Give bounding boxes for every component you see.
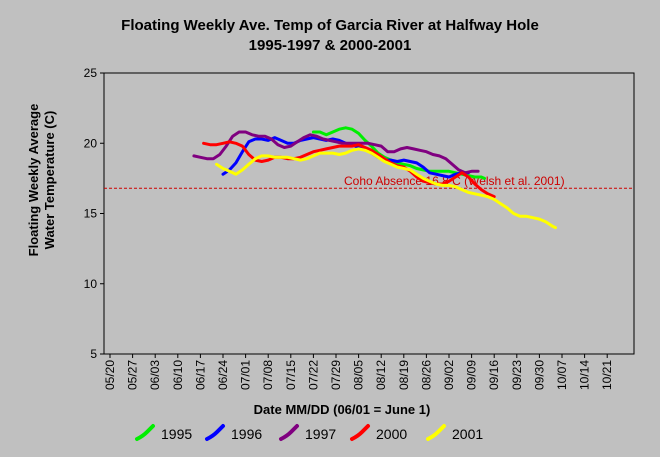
series-line-2001 (215, 147, 557, 230)
x-tick-label: 07/15 (284, 360, 298, 390)
legend-label-2000: 2000 (376, 426, 407, 442)
y-axis-label-line2: Water Temperature (C) (42, 111, 57, 250)
x-tick-label: 05/27 (126, 360, 140, 390)
x-axis: 05/20 05/27 06/03 06/10 06/17 06/24 07/01 07/08… (103, 354, 614, 390)
x-tick-label: 06/24 (216, 360, 230, 390)
legend-swatch-1996 (205, 424, 225, 441)
legend-label-1997: 1997 (305, 426, 336, 442)
x-tick-label: 07/29 (329, 360, 343, 390)
legend-label-1996: 1996 (231, 426, 262, 442)
legend-swatch-2001 (426, 424, 446, 441)
chart-title: Floating Weekly Ave. Temp of Garcia Rive… (121, 17, 539, 34)
plot-area (103, 72, 635, 355)
x-tick-label: 07/08 (261, 360, 275, 390)
x-tick-label: 09/23 (510, 360, 524, 390)
y-tick-label: 10 (84, 277, 98, 291)
reference-line-label: Coho Absence 16.8 C (Welsh et al. 2001) (344, 174, 565, 188)
x-tick-label: 10/14 (578, 360, 592, 390)
x-tick-label: 09/02 (442, 360, 456, 390)
x-axis-label: Date MM/DD (06/01 = June 1) (254, 402, 431, 417)
x-tick-label: 08/05 (352, 360, 366, 390)
x-tick-label: 10/07 (555, 360, 569, 390)
x-tick-label: 09/16 (487, 360, 501, 390)
y-tick-label: 5 (90, 347, 97, 361)
legend-swatch-1997 (279, 424, 299, 441)
x-tick-label: 05/20 (103, 360, 117, 390)
x-tick-label: 07/01 (239, 360, 253, 390)
legend-swatch-1995 (135, 424, 155, 441)
x-tick-label: 09/30 (532, 360, 546, 390)
y-tick-label: 15 (84, 207, 98, 221)
x-tick-label: 06/03 (148, 360, 162, 390)
x-tick-label: 08/19 (397, 360, 411, 390)
y-tick-label: 20 (84, 136, 98, 150)
x-tick-label: 10/21 (600, 360, 614, 390)
x-tick-label: 08/26 (419, 360, 433, 390)
series-line-1997 (192, 130, 480, 175)
legend-label-2001: 2001 (452, 426, 483, 442)
y-axis-label-line1: Floating Weekly Average (26, 104, 41, 257)
legend: 1995 1996 1997 2000 2001 (135, 424, 483, 442)
x-tick-label: 06/10 (171, 360, 185, 390)
chart-subtitle: 1995-1997 & 2000-2001 (249, 37, 412, 54)
legend-swatch-2000 (350, 424, 370, 441)
legend-label-1995: 1995 (161, 426, 192, 442)
x-tick-label: 07/22 (306, 360, 320, 390)
y-axis: 5 10 15 20 25 (84, 66, 104, 361)
series-lines (192, 126, 557, 230)
x-tick-label: 08/12 (374, 360, 388, 390)
series-line-2000 (202, 140, 496, 199)
x-tick-label: 09/09 (465, 360, 479, 390)
x-tick-label: 06/17 (193, 360, 207, 390)
y-tick-label: 25 (84, 66, 98, 80)
